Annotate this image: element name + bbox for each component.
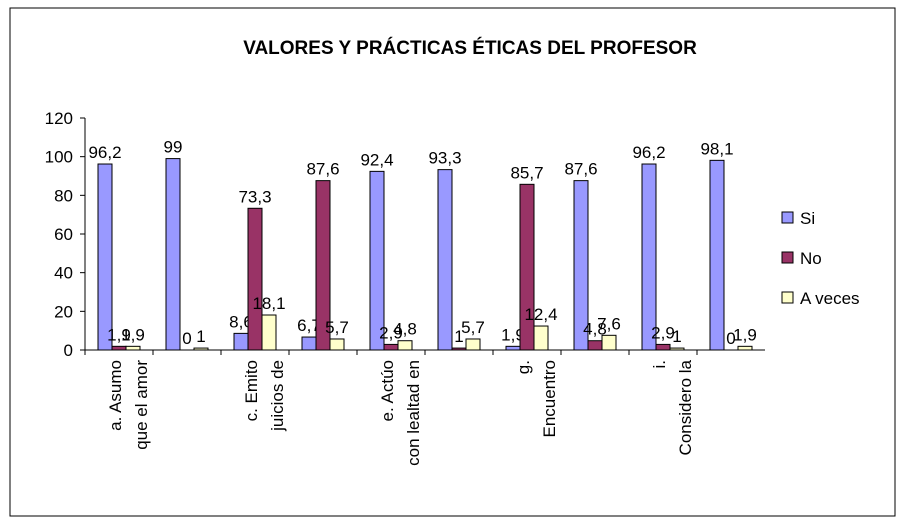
bar bbox=[669, 347, 685, 351]
value-label: 1,9 bbox=[121, 325, 145, 344]
value-label: 92,4 bbox=[360, 150, 393, 169]
value-label: 96,2 bbox=[632, 143, 665, 162]
y-tick-label: 80 bbox=[54, 186, 73, 205]
value-label: 2,9 bbox=[379, 323, 403, 342]
bar bbox=[301, 336, 317, 351]
x-tick-label: i. bbox=[650, 360, 669, 369]
chart-title: VALORES Y PRÁCTICAS ÉTICAS DEL PROFESOR bbox=[243, 37, 697, 59]
bar bbox=[641, 163, 657, 351]
legend-swatch bbox=[781, 211, 794, 224]
bar bbox=[261, 314, 277, 351]
value-label: 1,9 bbox=[501, 325, 525, 344]
legend-label: A veces bbox=[800, 289, 860, 308]
value-label: 1 bbox=[196, 327, 205, 346]
value-label: 93,3 bbox=[428, 149, 461, 168]
value-label: 99 bbox=[164, 138, 183, 157]
value-label: 12,4 bbox=[524, 305, 557, 324]
value-label: 7,6 bbox=[597, 314, 621, 333]
x-tick-label: con lealtad en bbox=[404, 360, 423, 466]
x-tick-label: Encuentro bbox=[540, 360, 559, 438]
legend-label: Si bbox=[800, 209, 815, 228]
value-label: 0 bbox=[182, 329, 191, 348]
value-label: 8,6 bbox=[229, 312, 253, 331]
bar bbox=[709, 159, 725, 351]
x-tick-label: que el amor bbox=[132, 360, 151, 450]
value-label: 85,7 bbox=[510, 163, 543, 182]
bar bbox=[533, 325, 549, 351]
y-tick-label: 40 bbox=[54, 264, 73, 283]
x-tick-label: e. Actúo bbox=[378, 360, 397, 421]
bar bbox=[505, 345, 521, 351]
bar bbox=[165, 158, 181, 351]
bar bbox=[451, 347, 467, 351]
bar bbox=[601, 334, 617, 351]
bar bbox=[193, 347, 209, 351]
value-label: 1,9 bbox=[107, 325, 131, 344]
value-label: 87,6 bbox=[306, 160, 339, 179]
bar bbox=[233, 332, 249, 351]
y-tick-label: 120 bbox=[45, 109, 73, 128]
x-tick-label: juicios de bbox=[268, 360, 287, 432]
x-tick-label: g. bbox=[514, 360, 533, 374]
value-label: 18,1 bbox=[252, 294, 285, 313]
value-label: 1 bbox=[672, 327, 681, 346]
legend-swatch bbox=[781, 251, 794, 264]
legend-label: No bbox=[800, 249, 822, 268]
legend-swatch bbox=[781, 291, 794, 304]
value-label: 98,1 bbox=[700, 139, 733, 158]
bar bbox=[655, 343, 671, 351]
bar bbox=[97, 163, 113, 351]
value-label: 1 bbox=[454, 327, 463, 346]
value-label: 1,9 bbox=[733, 325, 757, 344]
value-label: 96,2 bbox=[88, 143, 121, 162]
value-label: 5,7 bbox=[461, 318, 485, 337]
value-label: 5,7 bbox=[325, 318, 349, 337]
value-label: 6,7 bbox=[297, 316, 321, 335]
value-label: 4,8 bbox=[583, 320, 607, 339]
value-label: 4,8 bbox=[393, 320, 417, 339]
bar bbox=[465, 338, 481, 351]
bar bbox=[397, 340, 413, 351]
value-label: 87,6 bbox=[564, 160, 597, 179]
bar bbox=[315, 180, 331, 351]
y-tick-label: 20 bbox=[54, 302, 73, 321]
value-label: 2,9 bbox=[651, 323, 675, 342]
y-tick-label: 0 bbox=[64, 341, 73, 360]
y-tick-label: 60 bbox=[54, 225, 73, 244]
bar bbox=[437, 169, 453, 351]
bar bbox=[587, 340, 603, 351]
bar bbox=[519, 183, 535, 351]
y-tick-label: 100 bbox=[45, 148, 73, 167]
value-label: 73,3 bbox=[238, 187, 271, 206]
value-label: 0 bbox=[726, 329, 735, 348]
bar bbox=[369, 170, 385, 351]
x-tick-label: a. Asumo bbox=[106, 360, 125, 431]
x-tick-label: c. Emito bbox=[242, 360, 261, 421]
bar bbox=[573, 180, 589, 351]
bar bbox=[125, 345, 141, 351]
bar bbox=[383, 343, 399, 351]
bar bbox=[329, 338, 345, 351]
bar bbox=[737, 345, 753, 351]
x-tick-label: Considero la bbox=[676, 359, 695, 455]
bar bbox=[247, 207, 263, 351]
bar bbox=[111, 345, 127, 351]
